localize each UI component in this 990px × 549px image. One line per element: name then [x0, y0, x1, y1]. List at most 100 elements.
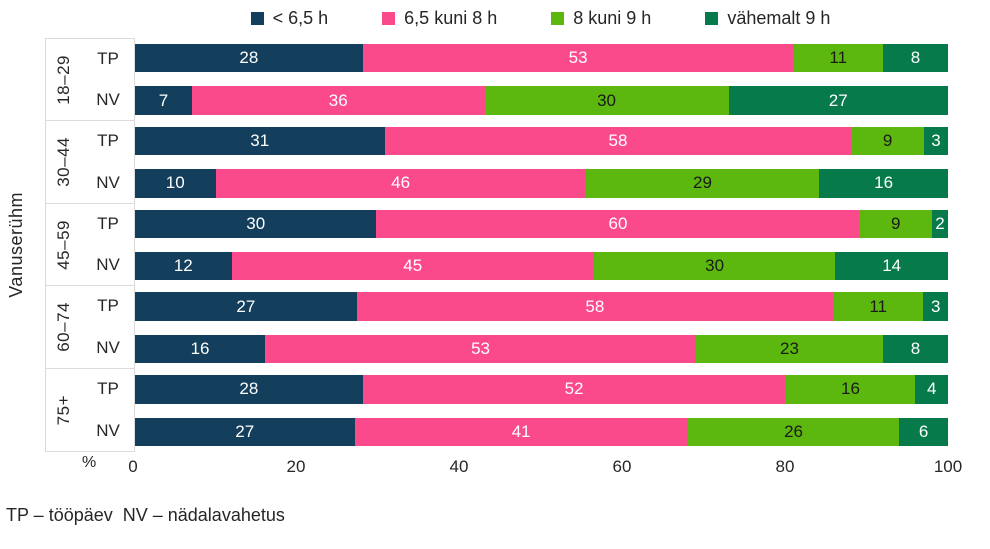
- stacked-bar: 30 60 9 2: [135, 209, 948, 238]
- bar-segment: 36: [191, 86, 485, 115]
- legend-swatch-icon: [551, 12, 565, 25]
- bar-segment: 26: [687, 417, 900, 446]
- age-group-row: 30–44 TP NV 31 58 9 3 10 46 29 16: [45, 120, 949, 204]
- bar-rows: 28 53 11 8 7 36 30 27: [135, 38, 949, 121]
- bar-segment: 4: [915, 375, 948, 404]
- bar-segment: 30: [484, 86, 729, 115]
- bar-segment: 8: [882, 334, 948, 364]
- age-group-row: 45–59 TP NV 30 60 9 2 12 45 30 14: [45, 203, 948, 287]
- stacked-bar: 28 52 16 4: [135, 375, 948, 404]
- stacked-bar: 28 53 11 8: [135, 44, 949, 73]
- bar-row-label: TP: [97, 379, 119, 399]
- legend-swatch-icon: [382, 12, 396, 25]
- bar-segment: 29: [585, 169, 820, 198]
- stacked-bar: 27 58 11 3: [135, 292, 948, 321]
- age-group-label-cell: 75+ TP NV: [45, 369, 135, 452]
- bar-row-label: NV: [96, 172, 120, 192]
- x-axis-tick: 20: [286, 457, 306, 476]
- x-axis-unit-label: %: [82, 454, 97, 471]
- bar-segment: 27: [728, 86, 949, 115]
- age-group-label-cell: 45–59 TP NV: [45, 203, 135, 287]
- stacked-bar: 10 46 29 16: [135, 169, 949, 198]
- bar-segment: 52: [362, 375, 786, 404]
- bar-row-labels: TP NV: [82, 369, 134, 451]
- legend-swatch-icon: [705, 12, 719, 25]
- legend-swatch-icon: [250, 12, 264, 25]
- age-group-label: 18–29: [54, 54, 73, 105]
- age-group-label: 60–74: [54, 302, 73, 353]
- bar-rows: 31 58 9 3 10 46 29 16: [135, 121, 949, 204]
- legend-label: < 6,5 h: [272, 8, 329, 28]
- footnote: TP – tööpäev NV – nädalavahetus: [6, 505, 285, 525]
- bar-rows: 28 52 16 4 27 41 26 6: [135, 369, 948, 452]
- stacked-bar: 27 41 26 6: [135, 417, 948, 446]
- bar-segment: 11: [833, 292, 924, 321]
- age-group-row: 60–74 TP NV 27 58 11 3 16 53 23 8: [45, 286, 948, 370]
- legend-label: vähemalt 9 h: [727, 8, 831, 28]
- legend-label: 6,5 kuni 8 h: [404, 8, 498, 28]
- bar-segment: 8: [882, 44, 949, 73]
- bar-segment: 30: [593, 252, 836, 281]
- bar-segment: 16: [819, 169, 949, 198]
- bar-segment: 58: [356, 292, 834, 321]
- bar-segment: 14: [835, 252, 948, 281]
- bar-segment: 9: [859, 209, 932, 238]
- bar-row-label: TP: [97, 130, 119, 150]
- legend-item-4: vähemalt 9 h: [705, 8, 830, 29]
- age-group-row: 75+ TP NV 28 52 16 4 27 41 26 6: [45, 369, 948, 452]
- age-group-label-cell: 18–29 TP NV: [45, 38, 135, 121]
- bar-row-labels: TP NV: [82, 286, 134, 368]
- bar-segment: 28: [135, 44, 363, 73]
- bar-segment: 53: [265, 334, 696, 364]
- age-group-label-cell: 60–74 TP NV: [45, 286, 135, 370]
- bar-segment: 3: [923, 292, 948, 321]
- x-axis-tick: 100: [933, 457, 963, 476]
- bar-row-label: NV: [96, 338, 120, 358]
- bar-segment: 58: [384, 126, 852, 156]
- bar-segment: 23: [695, 334, 883, 364]
- age-label-wrap: 75+: [46, 369, 82, 451]
- y-axis-title-wrap: Vanuserühm: [2, 38, 30, 452]
- bar-rows: 27 58 11 3 16 53 23 8: [135, 286, 948, 369]
- age-label-wrap: 60–74: [46, 286, 82, 368]
- age-group-label: 30–44: [54, 136, 73, 187]
- bar-row-labels: TP NV: [82, 204, 134, 286]
- age-group-label: 75+: [54, 394, 73, 426]
- x-axis-tick: 80: [775, 457, 795, 476]
- stacked-bar: 7 36 30 27: [135, 86, 949, 115]
- y-axis-title: Vanuserühm: [5, 192, 26, 298]
- bar-rows: 30 60 9 2 12 45 30 14: [135, 204, 948, 287]
- bar-row-label: TP: [97, 48, 119, 68]
- bar-segment: 16: [135, 334, 266, 364]
- bar-row-label: NV: [96, 90, 120, 110]
- bar-segment: 41: [354, 417, 688, 446]
- x-axis-tick: 0: [128, 457, 138, 476]
- age-label-wrap: 18–29: [46, 39, 82, 120]
- age-label-wrap: 30–44: [46, 121, 82, 203]
- bar-segment: 27: [135, 417, 355, 446]
- legend-item-2: 6,5 kuni 8 h: [382, 8, 497, 29]
- bar-segment: 12: [135, 252, 232, 281]
- legend-item-1: < 6,5 h: [250, 8, 329, 29]
- bar-row-label: TP: [97, 296, 119, 316]
- bar-row-labels: TP NV: [82, 39, 134, 120]
- x-axis: 0 20 40 60 80 100: [128, 457, 962, 481]
- plot-area: 18–29 TP NV 28 53 11 8 7 36 30 27 30–44 TP NV 31 58 9 3 10…: [45, 38, 949, 452]
- bar-segment: 16: [785, 375, 916, 404]
- bar-segment: 10: [135, 169, 216, 198]
- bar-row-label: NV: [96, 255, 120, 275]
- age-group-label: 45–59: [54, 219, 73, 270]
- legend: < 6,5 h 6,5 kuni 8 h 8 kuni 9 h vähemalt 9 …: [133, 8, 948, 29]
- bar-segment: 6: [899, 417, 948, 446]
- age-group-label-cell: 30–44 TP NV: [45, 120, 135, 204]
- bar-row-labels: TP NV: [82, 121, 134, 203]
- bar-segment: 9: [851, 126, 924, 156]
- x-axis-tick: 40: [449, 457, 469, 476]
- age-group-row: 18–29 TP NV 28 53 11 8 7 36 30 27: [45, 38, 949, 121]
- x-axis-tick: 60: [612, 457, 632, 476]
- bar-segment: 3: [923, 126, 949, 156]
- bar-segment: 7: [135, 86, 192, 115]
- stacked-bar: 31 58 9 3: [135, 126, 949, 156]
- bar-segment: 28: [135, 375, 363, 404]
- bar-row-label: NV: [96, 421, 120, 441]
